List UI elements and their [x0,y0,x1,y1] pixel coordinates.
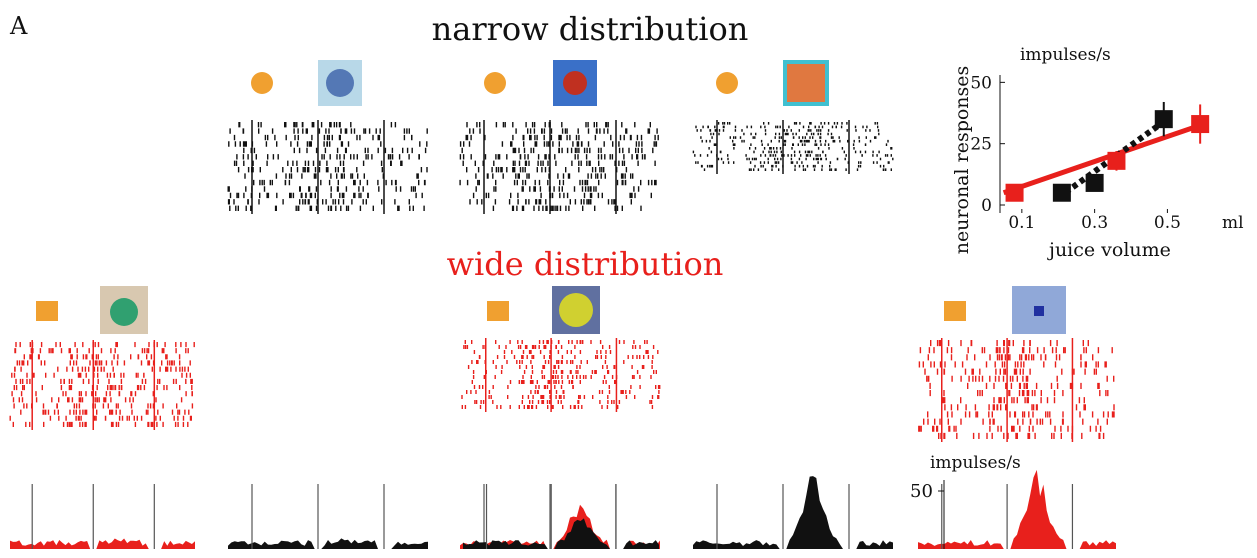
raster [918,340,1115,439]
x-tick-label: 0.5 [1154,213,1181,233]
marker [1154,110,1173,129]
raster [461,340,661,409]
y-tick-label: 0 [981,196,992,216]
stimuli [36,60,1066,334]
wide-title: wide distribution [447,245,724,283]
marker [1005,183,1024,202]
marker [1085,173,1104,192]
x-tick-label: 0.1 [1008,213,1035,233]
marker [1191,115,1210,134]
narrow-title: narrow distribution [432,10,749,48]
panel-label: A [9,12,28,40]
marker [1107,151,1126,170]
psth [228,538,428,549]
psth [693,476,893,549]
x-tick-label: 0.3 [1081,213,1108,233]
psths [10,469,1116,549]
psth [463,518,659,549]
psth [10,538,195,549]
psth-scale-label: impulses/s [930,453,1021,473]
marker [1052,183,1071,202]
psth-scale-tick: 50 [910,481,933,502]
y-tick-label: 50 [970,73,992,93]
inset-chart: impulses/s neuronal responses juice volume… [951,45,1244,261]
fit-line [1002,121,1205,196]
psth [918,469,1116,549]
raster [9,342,195,427]
raster [692,122,894,171]
y-tick-label: 25 [970,135,992,155]
raster [459,122,659,211]
y-axis-label: neuronal responses [951,66,973,255]
x-axis-label: juice volume [1047,239,1171,261]
chart-title: impulses/s [1020,45,1111,65]
raster [227,122,428,211]
rasters [9,120,1115,442]
x-unit: ml [1222,213,1244,233]
